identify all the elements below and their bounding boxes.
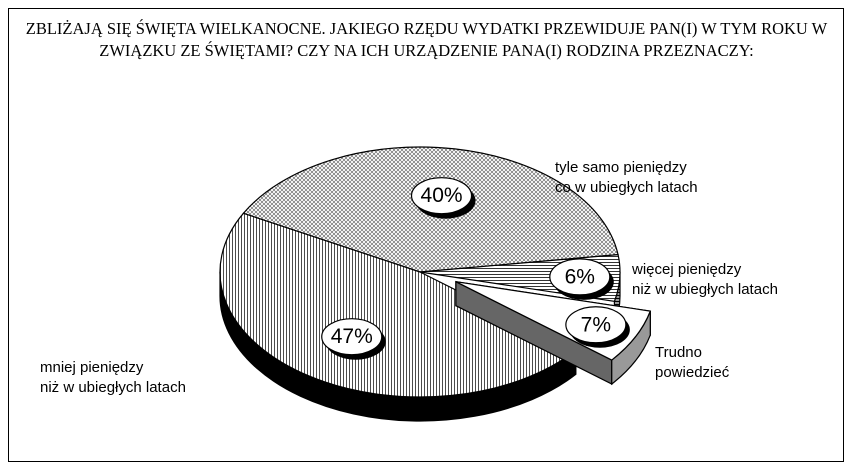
category-label: więcej pieniędzy niż w ubiegłych latach (632, 261, 778, 298)
category-label: mniej pieniędzy niż w ubiegłych latach (40, 359, 186, 396)
value-label: 6% (565, 265, 595, 288)
label-bubble (321, 318, 383, 356)
value-label: 40% (421, 184, 463, 207)
value-label: 47% (331, 325, 373, 348)
label-bubble (410, 177, 473, 215)
chart-title: ZBLIŻAJĄ SIĘ ŚWIĘTA WIELKANOCNE. JAKIEGO… (25, 19, 828, 60)
frame (8, 8, 844, 462)
category-label: Trudno powiedzieć (655, 344, 730, 381)
category-label: tyle samo pieniędzy co w ubiegłych latac… (555, 159, 698, 196)
value-label: 7% (581, 313, 611, 336)
slice (219, 212, 577, 398)
label-bubble (565, 306, 627, 344)
label-bubble (549, 258, 611, 296)
